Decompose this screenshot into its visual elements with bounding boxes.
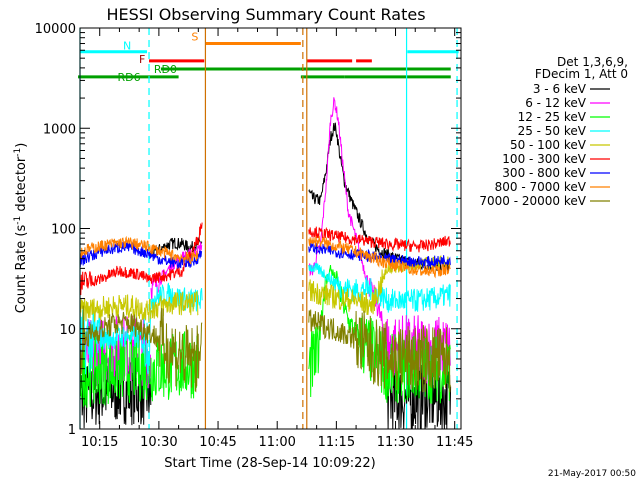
series-line: [79, 294, 152, 323]
y-axis-label-sup2: -1: [13, 148, 23, 157]
x-tick-label: 11:15: [318, 435, 355, 450]
series-line: [79, 265, 152, 296]
series-line: [79, 354, 152, 429]
legend-header-1: Det 1,3,6,9,: [557, 55, 628, 69]
legend-entry-label: 800 - 7000 keV: [495, 180, 587, 194]
y-axis-label: Count Rate (s-1 detector-1): [13, 143, 29, 314]
flag-label-rd6: RD6: [117, 71, 140, 84]
y-axis-label-end: ): [14, 143, 29, 148]
series-line: [308, 226, 451, 253]
legend: Det 1,3,6,9, FDecim 1, Att 0 3 - 6 keV6 …: [479, 55, 628, 208]
x-axis-label: Start Time (28-Sep-14 10:09:22): [164, 456, 375, 471]
series-line: [79, 304, 152, 375]
series-line: [79, 235, 199, 265]
flag-label-rd0: RD0: [154, 63, 177, 76]
series-line: [150, 331, 199, 402]
y-tick-label: 100: [51, 223, 76, 238]
legend-entry-label: 3 - 6 keV: [533, 82, 587, 96]
axes: 10:15 10:30 10:45 11:00 11:15 11:30 11:45 1 10 10…: [35, 22, 474, 450]
series-line: [308, 236, 451, 279]
legend-entry-label: 7000 - 20000 keV: [479, 194, 586, 208]
x-tick-label: 11:30: [377, 435, 414, 450]
x-tick-label: 10:30: [140, 435, 177, 450]
y-axis-label-sup1: -1: [13, 216, 23, 225]
x-tick-label: 10:15: [81, 435, 118, 450]
y-axis-label-mid: detector: [14, 156, 29, 216]
y-tick-label: 10000: [35, 22, 76, 37]
legend-entry-label: 25 - 50 keV: [518, 124, 587, 138]
legend-entry-label: 50 - 100 keV: [510, 138, 587, 152]
x-tick-label: 11:45: [436, 435, 473, 450]
flag-label-s: S: [191, 31, 198, 44]
date-stamp: 21-May-2017 00:50: [548, 469, 636, 479]
legend-entry-label: 6 - 12 keV: [525, 96, 587, 110]
series-line: [79, 305, 203, 393]
legend-header-2: FDecim 1, Att 0: [535, 67, 628, 81]
x-tick-label: 10:45: [199, 435, 236, 450]
flag-label-n: N: [123, 40, 131, 53]
series-line: [150, 290, 199, 319]
series-line: [308, 309, 451, 393]
series-line: [150, 222, 203, 284]
legend-entry-label: 300 - 800 keV: [502, 166, 586, 180]
flag-bars: N S F RD0 RD6: [78, 31, 459, 84]
series-line: [79, 332, 152, 408]
y-axis-label-main: Count Rate (s: [14, 225, 29, 314]
y-tick-label: 10: [59, 323, 76, 338]
series-layer: [79, 97, 452, 430]
legend-entry-label: 100 - 300 keV: [502, 152, 586, 166]
y-tick-label: 1000: [43, 122, 76, 137]
chart-title: HESSI Observing Summary Count Rates: [106, 5, 425, 24]
y-tick-label: 1: [68, 423, 76, 438]
flag-label-f: F: [139, 53, 145, 66]
x-tick-label: 11:00: [258, 435, 295, 450]
legend-entry-label: 12 - 25 keV: [518, 110, 587, 124]
